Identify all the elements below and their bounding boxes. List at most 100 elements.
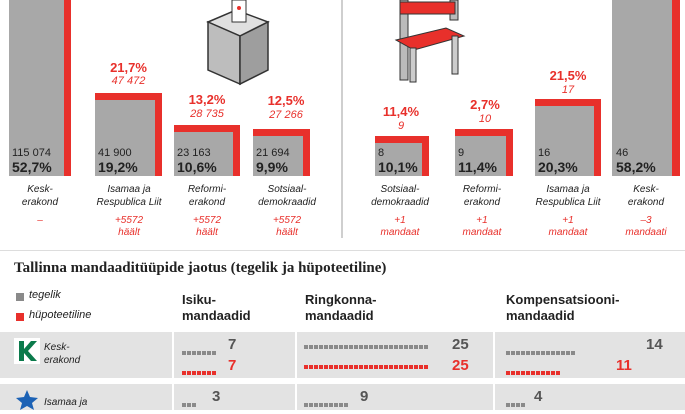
seat-square: [202, 350, 206, 355]
seat-square: [536, 370, 540, 375]
seat-square: [379, 344, 383, 349]
seat-square: [344, 344, 348, 349]
party-name-reform: Reformi- erakond: [187, 184, 227, 208]
seat-hypo-pct-isamaa: 21,5%: [549, 68, 587, 83]
seat-square: [506, 402, 510, 407]
seat-square: [197, 350, 201, 355]
seat-party-kesk: Kesk- erakond: [627, 184, 665, 208]
seat-square: [404, 364, 408, 369]
hypo-pct-reform: 13,2%: [188, 92, 226, 107]
seat-square: [556, 350, 560, 355]
seat-bar-reform-hypo: [455, 129, 513, 176]
seat-square: [202, 370, 206, 375]
seat-hypo-num-isamaa: 17: [561, 84, 575, 96]
seat-square: [182, 402, 186, 407]
seat-square: [546, 350, 550, 355]
legend-tegelik: tegelik: [29, 289, 61, 301]
seat-square: [324, 344, 328, 349]
seat-square: [571, 350, 575, 355]
table-title: Tallinna mandaaditüüpide jaotus (tegelik…: [14, 260, 387, 276]
seat-square: [207, 370, 211, 375]
bar-reform-tegelik: [174, 132, 233, 176]
seat-square: [424, 364, 428, 369]
seat-square: [551, 350, 555, 355]
delta-sots: +5572 häält: [272, 215, 302, 238]
seat-square: [354, 344, 358, 349]
seat-square: [566, 350, 570, 355]
seat-square: [369, 344, 373, 349]
squares-kesk-ringkonna-hypo: [304, 358, 446, 376]
seat-square: [187, 350, 191, 355]
seat-hypo-num-reform: 10: [478, 113, 492, 125]
seat-square: [304, 344, 308, 349]
col-komp: Kompensatsiooni- mandaadid: [506, 292, 620, 323]
seat-square: [187, 402, 191, 407]
legend-swatch-hypo: [16, 313, 24, 321]
seat-square: [344, 364, 348, 369]
seat-square: [207, 350, 211, 355]
seat-square: [212, 370, 216, 375]
seat-square: [414, 364, 418, 369]
seat-square: [374, 344, 378, 349]
seat-square: [389, 364, 393, 369]
seat-square: [319, 402, 323, 407]
seat-square: [349, 344, 353, 349]
seat-square: [319, 364, 323, 369]
seat-square: [309, 364, 313, 369]
count-kesk-isiku-hypo: 7: [228, 357, 237, 374]
seat-square: [384, 344, 388, 349]
seat-square: [334, 344, 338, 349]
seat-square: [339, 364, 343, 369]
count-kesk-ringkonna-hypo: 25: [452, 357, 469, 374]
col-ringkonna: Ringkonna- mandaadid: [305, 292, 377, 323]
seat-delta-isamaa: +1 mandaat: [548, 215, 588, 238]
seat-square: [339, 344, 343, 349]
seat-square: [379, 364, 383, 369]
seat-square: [419, 364, 423, 369]
irl-logo-icon: [16, 390, 38, 410]
seat-square: [212, 350, 216, 355]
squares-isamaa-isiku-tegelik: [182, 396, 197, 414]
seat-square: [187, 370, 191, 375]
seat-square: [359, 344, 363, 349]
seat-square: [344, 402, 348, 407]
seat-square: [329, 402, 333, 407]
seat-square: [374, 364, 378, 369]
seat-square: [349, 364, 353, 369]
seat-square: [541, 350, 545, 355]
squares-isamaa-komp-tegelik: [506, 396, 526, 414]
seat-square: [399, 344, 403, 349]
seat-square: [409, 364, 413, 369]
bar-reform-hypo: [174, 125, 240, 176]
seat-hypo-num-sots: 9: [397, 120, 405, 132]
seat-square: [304, 364, 308, 369]
seat-square: [531, 370, 535, 375]
hypo-votes-isamaa: 47 472: [111, 75, 146, 87]
seat-square: [556, 370, 560, 375]
row-party-isamaa: Isamaa ja: [44, 397, 88, 408]
bar-isamaa-hypo: [95, 93, 162, 176]
seat-square: [329, 364, 333, 369]
seat-square: [182, 370, 186, 375]
seat-square: [526, 370, 530, 375]
seat-square: [369, 364, 373, 369]
seat-square: [511, 402, 515, 407]
seat-bar-isamaa-hypo: [535, 99, 601, 176]
seat-square: [364, 344, 368, 349]
seat-square: [521, 350, 525, 355]
bar-kesk-hypo: [64, 0, 71, 176]
seat-square: [182, 350, 186, 355]
seat-bar-sots-tegelik: [375, 143, 422, 176]
seat-square: [531, 350, 535, 355]
seat-square: [329, 344, 333, 349]
seat-party-reform: Reformi- erakond: [462, 184, 502, 208]
seat-square: [541, 370, 545, 375]
squares-kesk-komp-tegelik: [506, 344, 576, 362]
col-isiku: Isiku- mandaadid: [182, 292, 251, 323]
seat-square: [526, 350, 530, 355]
seat-label-sots: 8 10,1%: [378, 147, 418, 175]
seat-label-reform: 9 11,4%: [458, 147, 497, 175]
seat-square: [546, 370, 550, 375]
seat-square: [354, 364, 358, 369]
hypo-votes-reform: 28 735: [190, 108, 224, 120]
